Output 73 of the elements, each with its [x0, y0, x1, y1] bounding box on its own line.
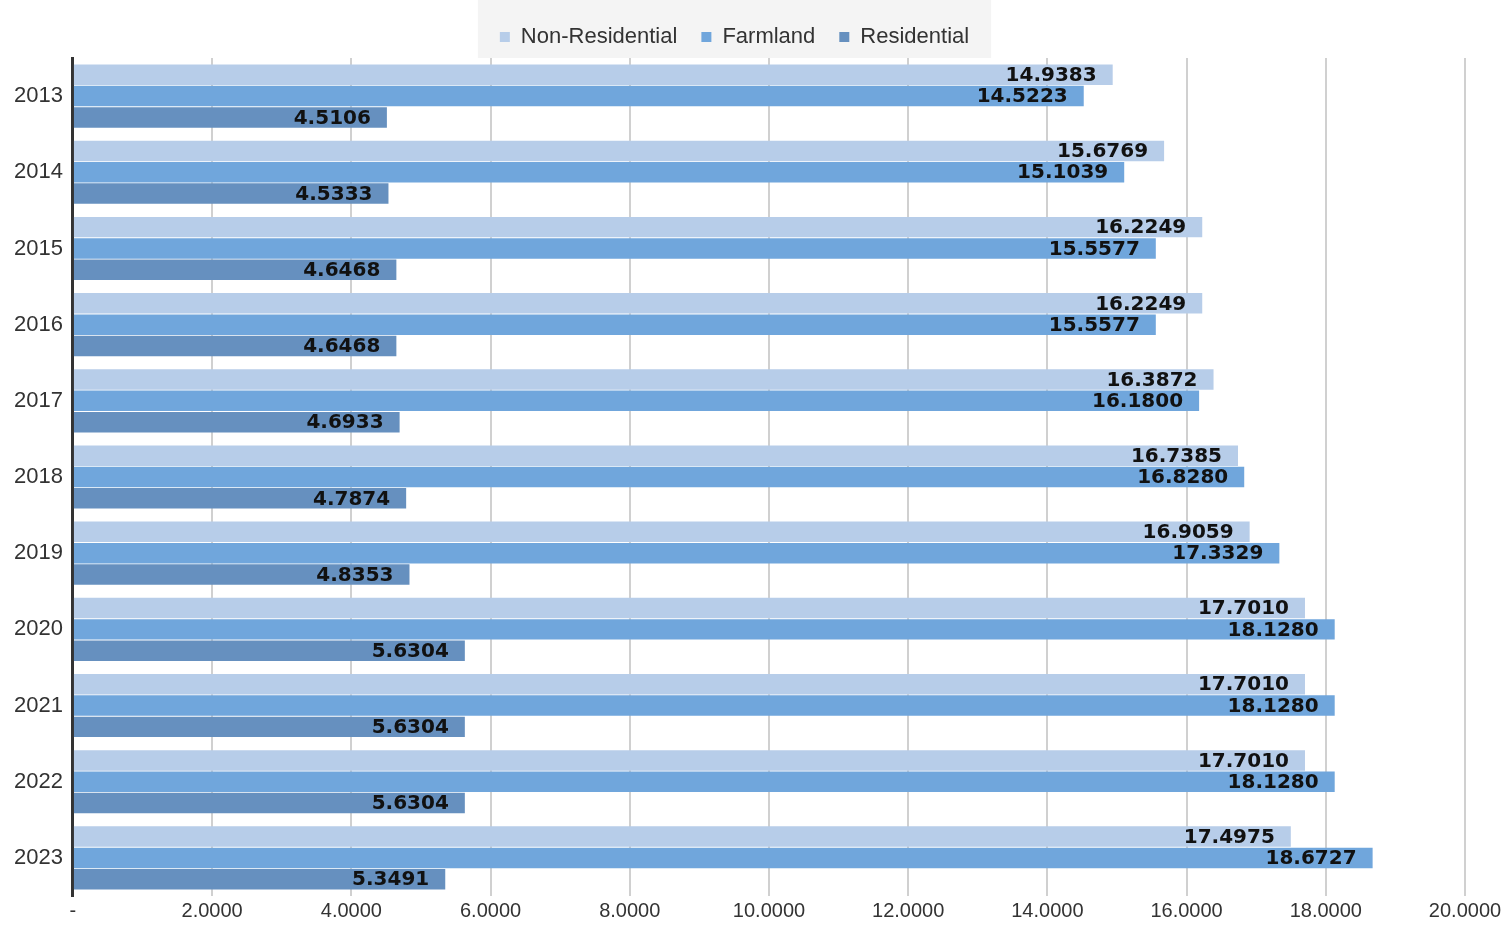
data-label: 5.6304: [371, 790, 449, 815]
data-label: 18.6727: [1265, 845, 1357, 870]
x-tick-label: 16.0000: [1150, 898, 1223, 921]
y-tick-label: 2014: [13, 158, 63, 184]
legend-label: Residential: [860, 23, 970, 49]
bar: [73, 521, 1250, 543]
data-label: 16.8280: [1137, 464, 1229, 489]
bar: [73, 369, 1214, 390]
bar: [73, 488, 407, 509]
data-label: 17.4975: [1183, 823, 1275, 848]
bar: [73, 771, 1335, 792]
bar: [73, 826, 1291, 847]
bar: [73, 293, 1203, 314]
bar: [73, 64, 1113, 85]
y-tick-label: 2019: [13, 539, 63, 565]
data-label: 4.6933: [306, 409, 384, 434]
data-label: 14.5223: [976, 83, 1068, 108]
bar: [73, 85, 1084, 107]
bar: [73, 564, 410, 585]
legend-label: Farmland: [722, 23, 816, 49]
x-tick-label: 12.0000: [872, 898, 945, 921]
bar: [73, 162, 1125, 183]
bar: [73, 619, 1335, 640]
y-tick-label: 2020: [13, 615, 63, 641]
y-tick-label: 2016: [13, 310, 63, 336]
bar: [73, 216, 1203, 238]
y-tick-label: 2021: [13, 691, 63, 717]
bar: [73, 107, 387, 128]
x-tick-label: 14.0000: [1011, 898, 1084, 921]
y-tick-label: 2015: [13, 234, 63, 260]
bar: [73, 445, 1238, 466]
data-label: 14.9383: [1005, 61, 1097, 86]
bar: [73, 597, 1305, 619]
y-tick-label: 2013: [13, 82, 63, 108]
bar: [73, 238, 1156, 259]
bar: [73, 640, 465, 661]
data-label: 5.6304: [371, 714, 449, 739]
y-tick-label: 2023: [13, 843, 63, 869]
data-label: 4.8353: [316, 561, 394, 586]
data-label: 4.6468: [303, 333, 381, 358]
x-tick-label: 20.0000: [1428, 898, 1502, 921]
bar: [73, 140, 1165, 162]
bar: [73, 542, 1280, 564]
data-label: 5.3491: [352, 866, 430, 891]
y-tick-label: 2018: [13, 463, 63, 489]
data-label: 4.6468: [303, 256, 381, 281]
x-tick-label: 18.0000: [1289, 898, 1362, 921]
data-label: 16.7385: [1130, 442, 1222, 467]
x-tick-label: 8.0000: [599, 898, 661, 921]
x-tick-label: 6.0000: [459, 898, 522, 921]
x-tick-label: 10.0000: [732, 898, 806, 921]
bar: [73, 466, 1245, 488]
data-label: 16.1800: [1092, 388, 1184, 413]
data-label: 4.5333: [295, 180, 373, 205]
bar: [73, 716, 465, 738]
x-tick-label: 2.0000: [181, 898, 243, 921]
bar: [73, 314, 1156, 335]
x-tick-label: -: [69, 898, 77, 921]
data-label: 16.3872: [1106, 366, 1198, 391]
y-tick-label: 2017: [13, 386, 63, 412]
bar: [73, 792, 465, 814]
y-tick-label: 2022: [13, 767, 63, 793]
bar: [73, 847, 1373, 869]
bar: [73, 673, 1305, 695]
bar: [73, 183, 389, 204]
x-tick-label: 4.0000: [320, 898, 382, 921]
bar: [73, 695, 1335, 716]
bar: [73, 390, 1200, 412]
data-label: 5.6304: [371, 637, 449, 662]
legend-label: Non-Residential: [520, 23, 678, 49]
data-label: 4.7874: [312, 485, 391, 510]
data-label: 4.5106: [293, 104, 371, 129]
bar: [73, 750, 1305, 771]
